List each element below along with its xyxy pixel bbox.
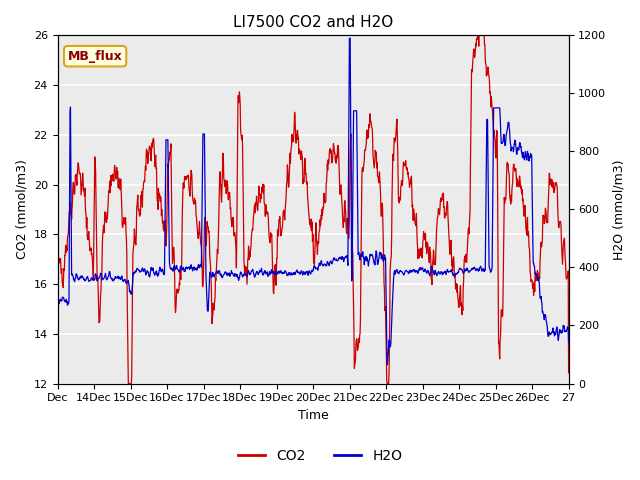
- Y-axis label: CO2 (mmol/m3): CO2 (mmol/m3): [15, 159, 28, 259]
- Title: LI7500 CO2 and H2O: LI7500 CO2 and H2O: [233, 15, 393, 30]
- X-axis label: Time: Time: [298, 409, 328, 422]
- Text: MB_flux: MB_flux: [68, 50, 122, 63]
- Legend: CO2, H2O: CO2, H2O: [232, 443, 408, 468]
- Y-axis label: H2O (mmol/m3): H2O (mmol/m3): [612, 159, 625, 260]
